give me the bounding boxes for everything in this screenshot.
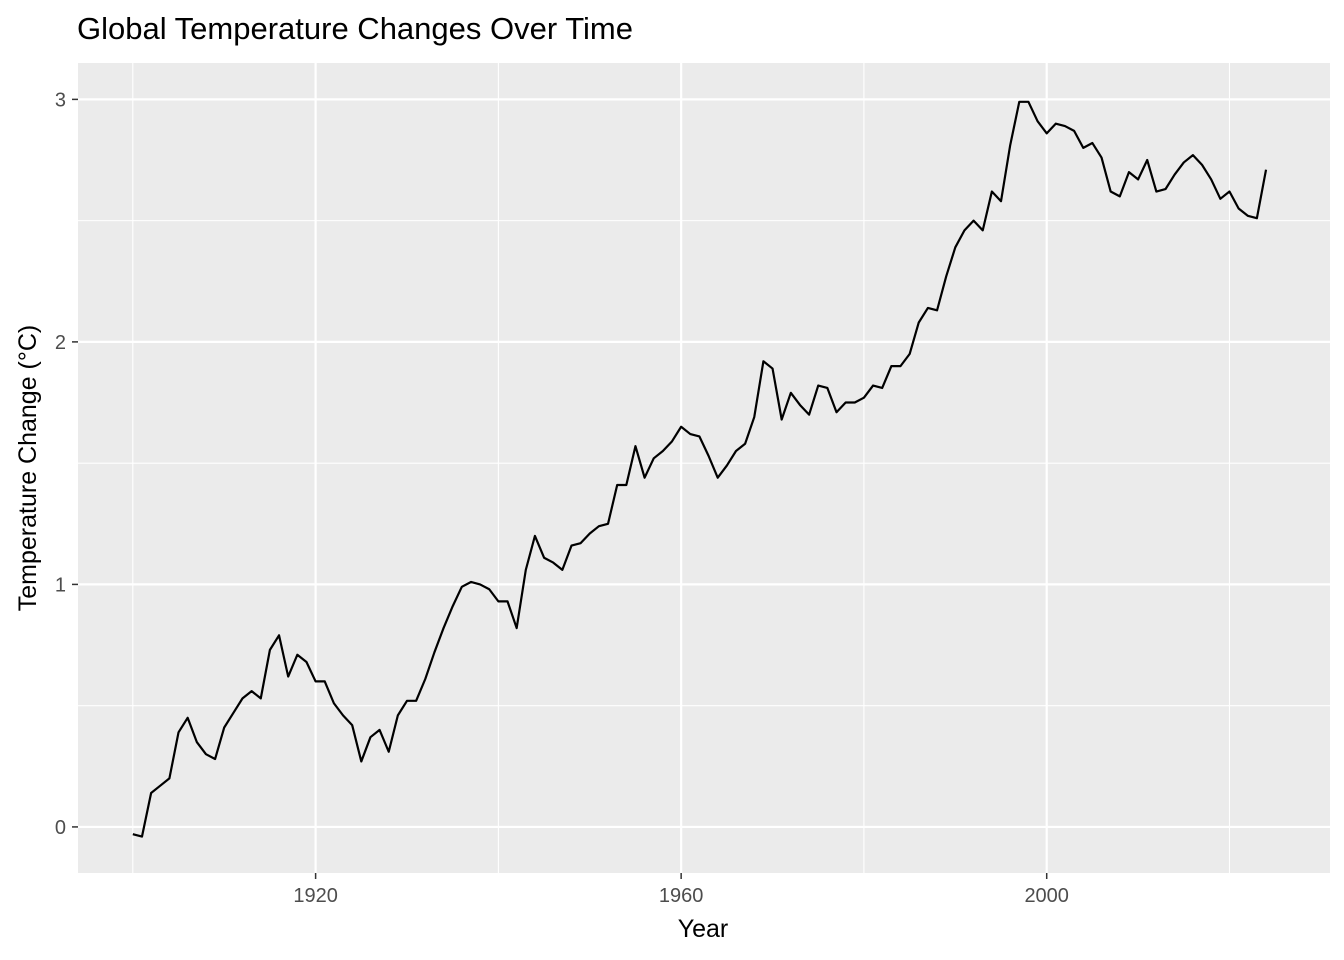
y-tick-label: 3 [55, 89, 66, 111]
plot-panel [78, 63, 1330, 873]
panel-background [78, 63, 1330, 873]
series-line [132, 100, 1268, 838]
axes: 1920 1960 2000 0 1 2 3 [55, 89, 1069, 907]
y-axis-title: Temperature Change (°C) [14, 325, 42, 612]
x-tick-label: 1960 [659, 885, 704, 907]
x-axis-title: Year [678, 915, 729, 943]
x-tick-label: 1920 [293, 885, 338, 907]
series-layer [132, 100, 1268, 838]
y-tick-label: 0 [55, 817, 66, 839]
x-tick-label: 2000 [1024, 885, 1069, 907]
chart-title: Global Temperature Changes Over Time [77, 11, 633, 46]
y-tick-label: 2 [55, 332, 66, 354]
grid-lines [78, 63, 1330, 873]
y-tick-label: 1 [55, 574, 66, 596]
